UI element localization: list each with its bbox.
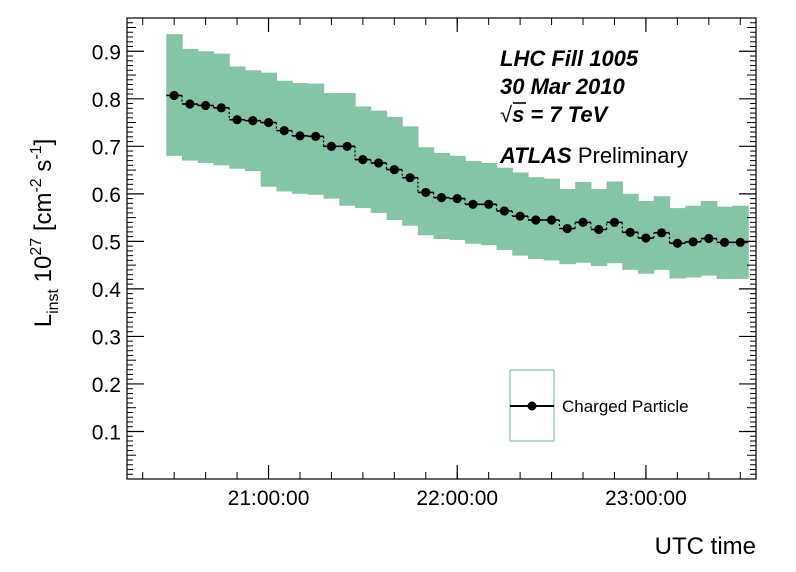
data-point	[169, 90, 179, 101]
data-point	[546, 215, 557, 225]
x-tick-label: 21:00:00	[228, 487, 310, 510]
data-point	[185, 99, 195, 109]
data-point	[358, 155, 368, 165]
y-tick-label: 0.9	[92, 41, 121, 64]
x-axis-title: UTC time	[655, 533, 756, 560]
annotation-sqrt-symbol: √	[500, 102, 513, 127]
data-point	[578, 217, 588, 227]
y-tick-label: 0.2	[92, 374, 121, 397]
legend-label: Charged Particle	[562, 397, 689, 416]
data-point	[263, 117, 274, 128]
data-point	[279, 126, 289, 136]
y-tick-label: 0.5	[92, 231, 121, 254]
y-axis-title-units-mid: s	[30, 160, 57, 179]
data-point	[201, 100, 211, 111]
band-bin	[260, 72, 277, 187]
data-point	[468, 199, 478, 209]
data-point	[641, 233, 651, 243]
y-axis-title-main: L	[30, 314, 57, 327]
y-major-ticks	[127, 50, 756, 433]
x-tick-label: 23:00:00	[605, 487, 687, 510]
data-point	[657, 228, 667, 238]
data-point	[295, 131, 305, 141]
y-axis-title-units-exp1: -2	[28, 178, 45, 192]
legend: Charged Particle	[509, 369, 689, 442]
data-point	[735, 237, 745, 247]
annotation-energy: √s = 7 TeV	[500, 102, 610, 127]
y-tick-labels: 0.1 0.2 0.3 0.4 0.5 0.6 0.7 0.8 0.9	[92, 41, 122, 444]
data-point	[609, 217, 620, 227]
y-tick-label: 0.6	[92, 184, 121, 207]
annotation-energy-text: s = 7 TeV	[512, 102, 610, 127]
annotation-block: LHC Fill 1005 30 Mar 2010 √s = 7 TeV ATL…	[499, 46, 688, 168]
data-point	[436, 193, 447, 203]
y-axis-title-units-pre: [cm	[30, 193, 57, 238]
plot-frame	[126, 17, 757, 480]
y-tick-label: 0.1	[92, 421, 121, 444]
data-point	[531, 215, 541, 225]
y-tick-label: 0.8	[92, 89, 121, 112]
y-axis-title-pow-base: 10	[30, 256, 57, 289]
data-point	[421, 187, 431, 198]
legend-series-marker	[527, 401, 537, 411]
annotation-preliminary: Preliminary	[572, 143, 688, 168]
y-minor-ticks	[127, 22, 756, 475]
data-point	[311, 131, 321, 141]
data-point	[719, 237, 730, 247]
y-tick-label: 0.3	[92, 326, 121, 349]
data-point	[452, 193, 462, 204]
data-point	[216, 103, 226, 113]
data-point	[562, 223, 572, 234]
x-major-ticks	[267, 18, 647, 479]
y-tick-label: 0.7	[92, 136, 121, 159]
y-axis-title-units-post: ]	[30, 139, 57, 146]
annotation-fill: LHC Fill 1005	[500, 46, 639, 71]
band-bin	[276, 80, 293, 192]
data-point	[248, 116, 258, 126]
annotation-date: 30 Mar 2010	[500, 74, 626, 99]
x-tick-labels: 21:00:00 22:00:00 23:00:00	[228, 487, 687, 510]
data-point	[405, 173, 415, 183]
y-axis-title-sub: inst	[45, 288, 62, 313]
data-point	[594, 224, 604, 235]
data-point	[625, 227, 635, 237]
data-point	[389, 165, 399, 175]
data-point	[326, 141, 337, 151]
y-axis-title-pow-exp: 27	[28, 238, 45, 256]
data-point	[672, 238, 682, 248]
data-point	[484, 199, 494, 209]
y-axis-title: Linst 1027 [cm-2 s-1]	[28, 139, 62, 328]
data-point	[232, 115, 242, 125]
y-tick-label: 0.4	[92, 279, 122, 302]
annotation-atlas: ATLAS	[499, 143, 572, 168]
data-point	[499, 206, 509, 216]
data-point	[704, 233, 714, 244]
data-marker-layer	[169, 90, 745, 248]
x-tick-label: 22:00:00	[416, 487, 498, 510]
data-point	[374, 158, 384, 168]
uncertainty-band-layer	[166, 34, 749, 279]
y-axis-title-units-exp2: -1	[28, 145, 45, 159]
data-point	[342, 141, 352, 151]
data-point	[515, 211, 525, 221]
data-point	[688, 237, 698, 247]
annotation-experiment: ATLAS Preliminary	[499, 143, 688, 168]
